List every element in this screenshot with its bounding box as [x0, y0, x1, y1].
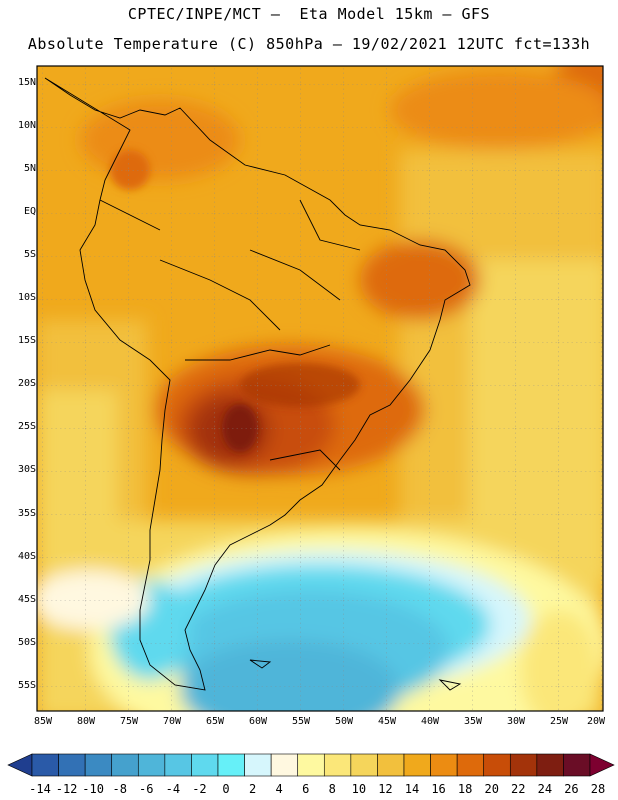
lon-label: 50W [334, 716, 354, 727]
colorbar-tick-label: 4 [275, 782, 283, 796]
lat-label: 40S [17, 551, 36, 562]
lon-label: 45W [377, 716, 397, 727]
colorbar-tick-label: -2 [192, 782, 207, 796]
colorbar-swatch [483, 753, 511, 777]
coastlines [44, 77, 471, 691]
lat-label: 55S [17, 680, 36, 691]
colorbar-swatch [270, 753, 299, 777]
colorbar-swatch [323, 753, 352, 777]
colorbar-swatch [456, 753, 485, 777]
colorbar-tick-label: -12 [55, 782, 78, 796]
lon-label: 25W [549, 716, 569, 727]
colorbar-tick-label: 10 [351, 782, 367, 796]
lat-label: 15S [17, 335, 36, 346]
lat-label: 50S [17, 637, 36, 648]
lat-label: EQ [23, 206, 36, 217]
lon-label: 75W [119, 716, 139, 727]
colorbar-swatch [58, 753, 86, 777]
colorbar-tick-label: 6 [302, 782, 310, 796]
lat-label: 35S [17, 508, 36, 519]
lon-label: 65W [205, 716, 225, 727]
colorbar-tick-label: 26 [564, 782, 579, 796]
lon-label: 30W [506, 716, 526, 727]
map-frame [36, 65, 604, 712]
lon-label: 70W [162, 716, 182, 727]
colorbar-swatch [191, 753, 219, 777]
colorbar-tick-label: 18 [457, 782, 473, 796]
colorbar-tick-label: 22 [511, 782, 526, 796]
lon-label: 40W [420, 716, 440, 727]
colorbar-swatch [297, 753, 325, 777]
colorbar-swatch [111, 753, 139, 777]
lat-label: 45S [17, 594, 36, 605]
colorbar-tick-label: 14 [404, 782, 420, 796]
lat-label: 20S [17, 378, 36, 389]
colorbar-swatch [377, 753, 405, 777]
chart-title-line2: Absolute Temperature (C) 850hPa – 19/02/… [27, 35, 591, 53]
lon-label: 60W [248, 716, 268, 727]
colorbar-tick-label: 28 [590, 782, 606, 796]
colorbar-swatch [509, 753, 538, 777]
colorbar-tick-label: -10 [82, 782, 104, 796]
colorbar-swatch [31, 753, 59, 777]
colorbar-tick-label: -14 [29, 782, 51, 796]
colorbar-tick-label: 2 [248, 782, 257, 796]
colorbar-tick-label: -6 [139, 782, 154, 796]
colorbar-swatch [164, 753, 192, 777]
lat-label: 10N [17, 120, 36, 131]
colorbar-swatch [84, 753, 113, 777]
lat-label: 10S [17, 292, 36, 303]
lon-label: 85W [33, 716, 53, 727]
colorbar-swatch [430, 753, 458, 777]
lon-label: 20W [586, 716, 606, 727]
lat-label: 5N [23, 163, 36, 174]
colorbar-swatch [137, 753, 166, 777]
colorbar-tick-label: -4 [165, 782, 181, 796]
colorbar-tick-label: 16 [431, 782, 446, 796]
lat-label: 5S [23, 249, 36, 260]
colorbar-swatch [536, 753, 564, 777]
colorbar-swatch [403, 753, 431, 777]
colorbar [7, 753, 615, 777]
colorbar-tick-label: -8 [112, 782, 127, 796]
colorbar-max-arrow [589, 753, 615, 777]
colorbar-tick-label: 8 [328, 782, 336, 796]
temperature-field [37, 66, 603, 711]
lat-label: 30S [17, 464, 36, 475]
lon-label: 35W [463, 716, 483, 727]
chart-title-line1: CPTEC/INPE/MCT – Eta Model 15km – GFS [127, 5, 491, 23]
lon-label: 80W [76, 716, 96, 727]
colorbar-min-arrow [7, 753, 33, 777]
colorbar-swatch [350, 753, 378, 777]
lat-label: 15N [17, 77, 36, 88]
colorbar-swatch [563, 753, 591, 777]
colorbar-tick-label: 0 [222, 782, 230, 796]
lat-label: 25S [17, 421, 36, 432]
colorbar-swatch [217, 753, 245, 777]
colorbar-tick-label: 24 [537, 782, 553, 796]
colorbar-tick-label: 12 [378, 782, 393, 796]
colorbar-swatch [244, 753, 272, 777]
lon-label: 55W [291, 716, 311, 727]
colorbar-tick-label: 20 [484, 782, 499, 796]
